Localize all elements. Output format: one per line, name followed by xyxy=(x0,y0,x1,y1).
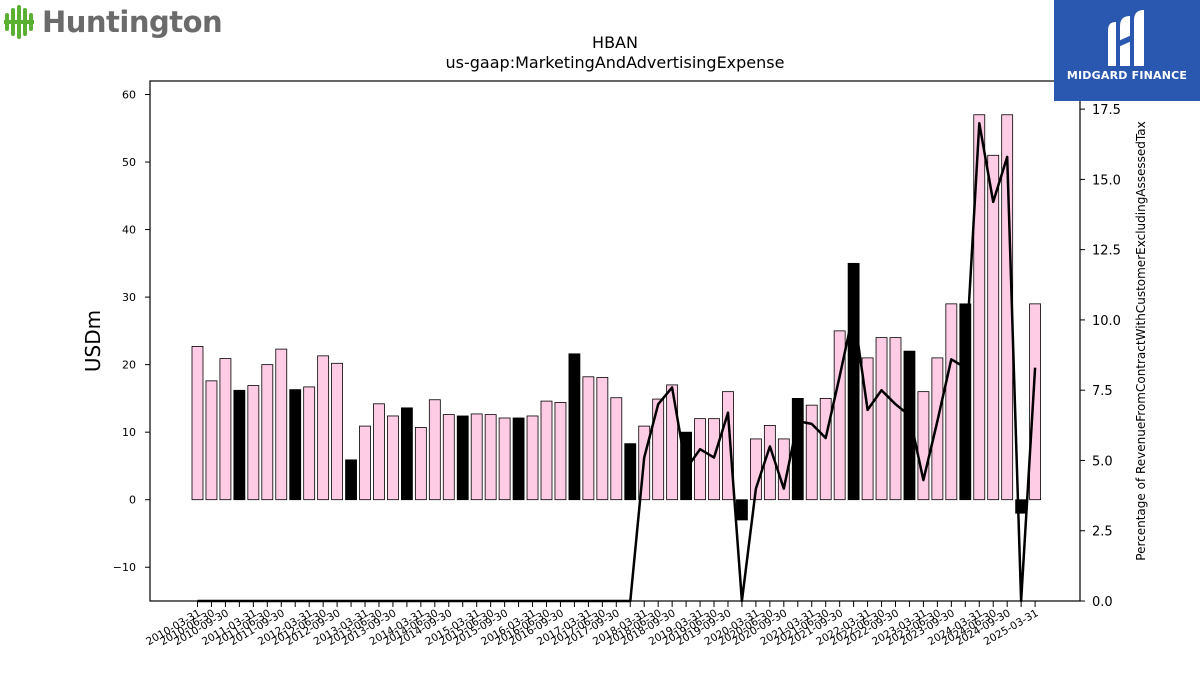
y-tick-label: 30 xyxy=(122,291,136,304)
bar xyxy=(303,386,316,501)
bar xyxy=(498,417,511,501)
bar xyxy=(722,391,734,501)
bar xyxy=(875,337,888,501)
bar xyxy=(987,154,1000,501)
bar xyxy=(191,346,204,501)
y-tick-label: 50 xyxy=(122,156,136,169)
bar xyxy=(819,398,832,501)
bar xyxy=(442,414,455,501)
bar xyxy=(317,355,330,501)
bar xyxy=(931,357,944,501)
bar xyxy=(359,425,371,501)
bar xyxy=(652,398,665,501)
y2-tick-label: 2.5 xyxy=(1092,525,1113,540)
bar xyxy=(387,415,399,501)
bar xyxy=(205,380,218,501)
y-axis-right: 0.0 2.5 5.0 7.5 10.0 12.5 15.0 17.5 xyxy=(1080,103,1121,610)
bar xyxy=(833,330,846,501)
bar xyxy=(847,262,860,501)
midgard-mark-icon xyxy=(1108,10,1144,66)
y-tick-label: 60 xyxy=(122,89,136,102)
y2-tick-label: 15.0 xyxy=(1092,173,1121,188)
bar xyxy=(596,377,609,501)
x-axis: 2010-03-312010-06-302010-09-302011-03-31… xyxy=(144,601,1041,648)
bar xyxy=(736,499,748,521)
y2-tick-label: 5.0 xyxy=(1092,454,1113,469)
bar xyxy=(624,443,637,501)
y-tick-label: −10 xyxy=(113,561,136,574)
bar xyxy=(694,418,706,501)
bar xyxy=(568,353,581,501)
bar xyxy=(805,404,818,501)
bar xyxy=(903,350,916,501)
bar xyxy=(484,414,497,501)
bar xyxy=(233,389,246,501)
bar xyxy=(345,459,357,501)
y-axis-left: −10 0 10 20 30 40 50 60 xyxy=(113,89,150,574)
bar xyxy=(247,385,260,501)
bar xyxy=(582,376,595,501)
bar xyxy=(889,337,902,501)
y2-tick-label: 17.5 xyxy=(1092,103,1121,118)
y-tick-label: 10 xyxy=(122,426,136,439)
bar xyxy=(666,384,679,501)
bar xyxy=(428,399,441,501)
bar xyxy=(973,114,986,501)
bar xyxy=(1029,303,1041,501)
bar xyxy=(400,407,413,501)
bar xyxy=(275,348,288,501)
y-axis-label: USDm xyxy=(81,310,105,372)
y2-tick-label: 7.5 xyxy=(1092,384,1113,399)
bar xyxy=(791,398,804,501)
bar xyxy=(540,400,553,501)
bar xyxy=(610,397,623,501)
y2-tick-label: 0.0 xyxy=(1092,595,1113,610)
bar xyxy=(261,364,274,501)
chart-title: HBAN xyxy=(592,33,638,52)
bar xyxy=(470,413,483,501)
huntington-wordmark: Huntington xyxy=(42,5,223,39)
bar xyxy=(554,402,567,501)
chart-subtitle: us-gaap:MarketingAndAdvertisingExpense xyxy=(446,53,785,72)
bar xyxy=(331,362,344,501)
plot-frame xyxy=(149,80,1081,602)
midgard-finance-logo: MIDGARD FINANCE xyxy=(1054,0,1200,101)
bar xyxy=(456,415,469,501)
huntington-leaf-icon xyxy=(4,5,34,39)
y-tick-label: 20 xyxy=(122,359,136,372)
y2-tick-label: 10.0 xyxy=(1092,314,1121,329)
bar xyxy=(414,427,427,501)
y-tick-label: 0 xyxy=(129,494,136,507)
bar xyxy=(289,389,302,501)
bar xyxy=(917,391,930,501)
bar xyxy=(512,417,525,501)
y2-axis-label: Percentage of RevenueFromContractWithCus… xyxy=(1134,121,1148,560)
bar xyxy=(959,303,972,501)
y-tick-label: 40 xyxy=(122,224,136,237)
bar xyxy=(526,415,539,501)
bar xyxy=(763,425,776,501)
bar xyxy=(861,357,874,501)
bar xyxy=(945,303,958,501)
bar-series xyxy=(191,114,1041,521)
bar xyxy=(219,358,232,501)
midgard-wordmark: MIDGARD FINANCE xyxy=(1066,69,1188,82)
bar xyxy=(373,403,385,501)
bar xyxy=(708,418,720,501)
y2-tick-label: 12.5 xyxy=(1092,244,1121,259)
huntington-logo: Huntington xyxy=(4,4,223,40)
